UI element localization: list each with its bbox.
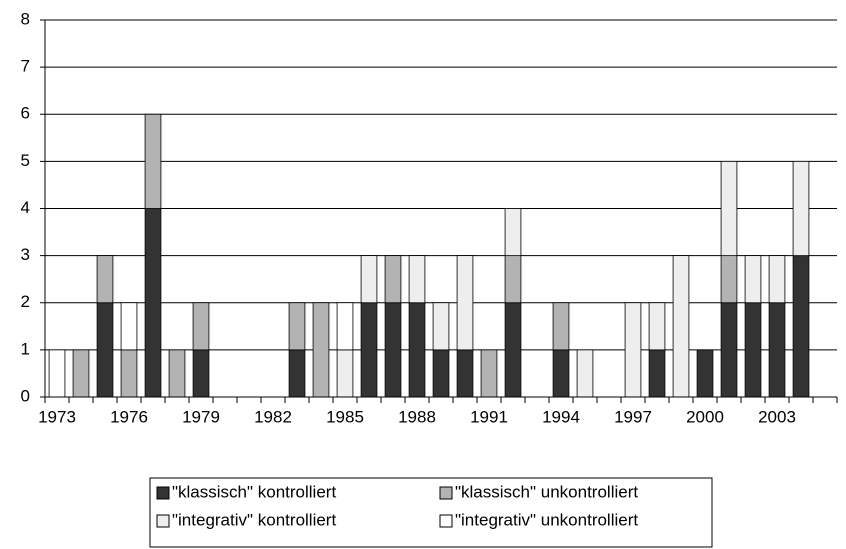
bar-segment	[144, 113, 162, 209]
bar-segment	[648, 349, 666, 398]
bar-segment	[504, 255, 522, 304]
y-tick-label: 5	[21, 151, 30, 170]
x-tick-label: 2003	[758, 407, 796, 426]
bar-segment	[744, 302, 762, 398]
bar-segment	[312, 302, 330, 398]
bar-segment	[504, 302, 522, 398]
bar-segment	[192, 302, 210, 351]
legend-box	[149, 477, 713, 548]
x-tick-label: 2000	[686, 407, 724, 426]
bar-segment	[120, 302, 138, 351]
y-tick-label: 6	[21, 104, 30, 123]
bar-segment	[456, 255, 474, 351]
x-tick-label: 1976	[110, 407, 148, 426]
x-tick-label: 1994	[542, 407, 580, 426]
legend-swatch	[439, 486, 453, 500]
x-tick-label: 1979	[182, 407, 220, 426]
bar-segment	[768, 255, 786, 304]
y-tick-label: 2	[21, 292, 30, 311]
bar-segment	[552, 302, 570, 351]
bar-segment	[192, 349, 210, 398]
y-tick-label: 8	[21, 9, 30, 28]
bar-segment	[432, 302, 450, 351]
bar-segment	[96, 302, 114, 398]
bar-segment	[456, 349, 474, 398]
y-tick-label: 3	[21, 245, 30, 264]
bar-segment	[744, 255, 762, 304]
bar-segment	[48, 349, 66, 398]
x-tick-label: 1985	[326, 407, 364, 426]
legend-swatch	[156, 486, 170, 500]
bar-segment	[432, 349, 450, 398]
bar-segment	[144, 208, 162, 398]
x-tick-label: 1997	[614, 407, 652, 426]
legend-label: "integrativ" unkontrolliert	[455, 510, 638, 529]
legend-label: "klassisch" unkontrolliert	[455, 482, 638, 501]
x-tick-label: 1982	[254, 407, 292, 426]
bar-segment	[360, 255, 378, 304]
y-tick-label: 4	[21, 198, 30, 217]
bar-segment	[408, 302, 426, 398]
bar-segment	[96, 255, 114, 304]
bar-segment	[336, 349, 354, 398]
bar-segment	[720, 160, 738, 257]
bar-segment	[648, 302, 666, 351]
bar-segment	[480, 349, 498, 398]
bar-segment	[408, 255, 426, 304]
x-tick-label: 1991	[470, 407, 508, 426]
x-tick-label: 1973	[38, 407, 76, 426]
x-tick-label: 1988	[398, 407, 436, 426]
bar-segment	[288, 349, 306, 398]
bar-segment	[288, 302, 306, 351]
bar-segment	[72, 349, 90, 398]
legend-swatch	[439, 514, 453, 528]
bar-segment	[720, 255, 738, 304]
legend-label: "klassisch" kontrolliert	[172, 482, 336, 501]
bar-segment	[792, 160, 810, 257]
bar-segment	[720, 302, 738, 398]
y-tick-label: 0	[21, 386, 30, 405]
bar-segment	[576, 349, 594, 398]
bar-segment	[768, 302, 786, 398]
bar-segment	[696, 349, 714, 398]
bar-segment	[360, 302, 378, 398]
bar-segment	[120, 349, 138, 398]
y-tick-label: 1	[21, 339, 30, 358]
bar-segment	[624, 302, 642, 398]
legend-label: "integrativ" kontrolliert	[172, 510, 336, 529]
bar-segment	[384, 255, 402, 304]
legend-swatch	[156, 514, 170, 528]
bar-segment	[168, 349, 186, 398]
bar-segment	[672, 255, 690, 398]
bar-segment	[336, 302, 354, 351]
bar-segment	[504, 208, 522, 257]
y-tick-label: 7	[21, 57, 30, 76]
bar-segment	[384, 302, 402, 398]
bar-segment	[792, 255, 810, 398]
bar-segment	[552, 349, 570, 398]
